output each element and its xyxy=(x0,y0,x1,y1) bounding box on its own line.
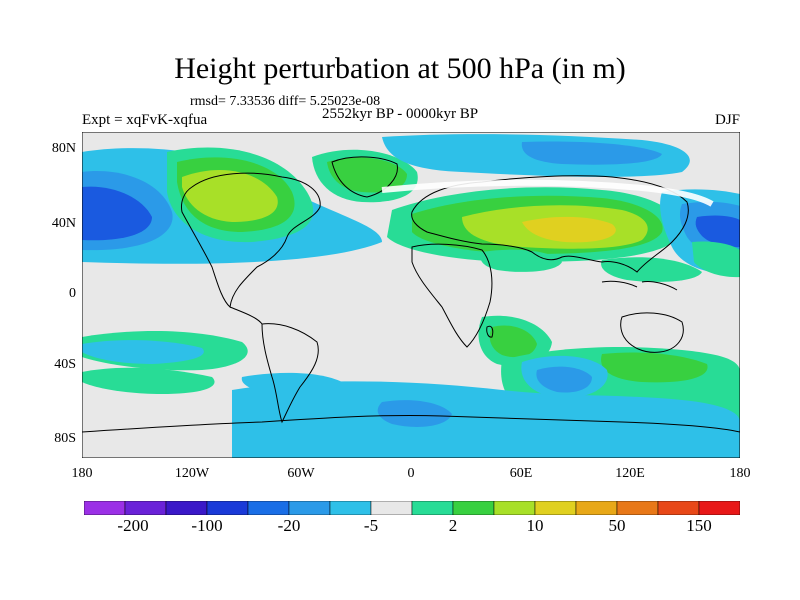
colorbar-swatch xyxy=(411,501,454,515)
colorbar-swatch xyxy=(206,501,249,515)
lon-label: 60E xyxy=(509,466,533,481)
colorbar-swatch xyxy=(616,501,659,515)
map-panel xyxy=(82,132,740,458)
colorbar-label: -5 xyxy=(363,516,379,535)
lat-label: 80S xyxy=(54,431,76,446)
lon-label: 120W xyxy=(174,466,210,481)
colorbar xyxy=(84,501,740,515)
colorbar-label: 150 xyxy=(686,516,712,535)
colorbar-swatch xyxy=(247,501,290,515)
colorbar-label: 10 xyxy=(526,516,544,535)
colorbar-label: -20 xyxy=(277,516,301,535)
colorbar-label: 50 xyxy=(608,516,626,535)
colorbar-label: 2 xyxy=(448,516,458,535)
plot-title: Height perturbation at 500 hPa (in m) xyxy=(174,52,626,85)
lon-label: 0 xyxy=(407,466,415,481)
colorbar-label: -100 xyxy=(191,516,223,535)
colorbar-swatch xyxy=(165,501,208,515)
lat-label: 40S xyxy=(54,357,76,372)
colorbar-swatch xyxy=(452,501,495,515)
colorbar-swatch xyxy=(698,501,740,515)
colorbar-swatch xyxy=(493,501,536,515)
contour-fields xyxy=(82,134,740,458)
colorbar-swatch xyxy=(575,501,618,515)
lon-label: 60W xyxy=(287,466,315,481)
season-label: DJF xyxy=(714,112,740,128)
lat-label: 0 xyxy=(69,286,76,301)
lon-label: 180 xyxy=(71,466,93,481)
colorbar-swatch xyxy=(534,501,577,515)
coastlines xyxy=(82,156,740,433)
period-label: 2552kyr BP - 0000kyr BP xyxy=(322,106,479,122)
colorbar-swatch xyxy=(329,501,372,515)
lat-label: 80N xyxy=(51,141,76,156)
colorbar-swatch xyxy=(84,501,126,515)
lon-label: 120E xyxy=(615,466,645,481)
colorbar-swatch xyxy=(124,501,167,515)
stats-line: rmsd= 7.33536 diff= 5.25023e-08 xyxy=(190,94,381,109)
colorbar-label: -200 xyxy=(117,516,149,535)
colorbar-swatch xyxy=(288,501,331,515)
lon-label: 180 xyxy=(729,466,751,481)
experiment-label: Expt = xqFvK-xqfua xyxy=(82,112,208,128)
colorbar-swatch xyxy=(657,501,700,515)
lat-label: 40N xyxy=(51,216,76,231)
colorbar-swatch xyxy=(370,501,413,515)
